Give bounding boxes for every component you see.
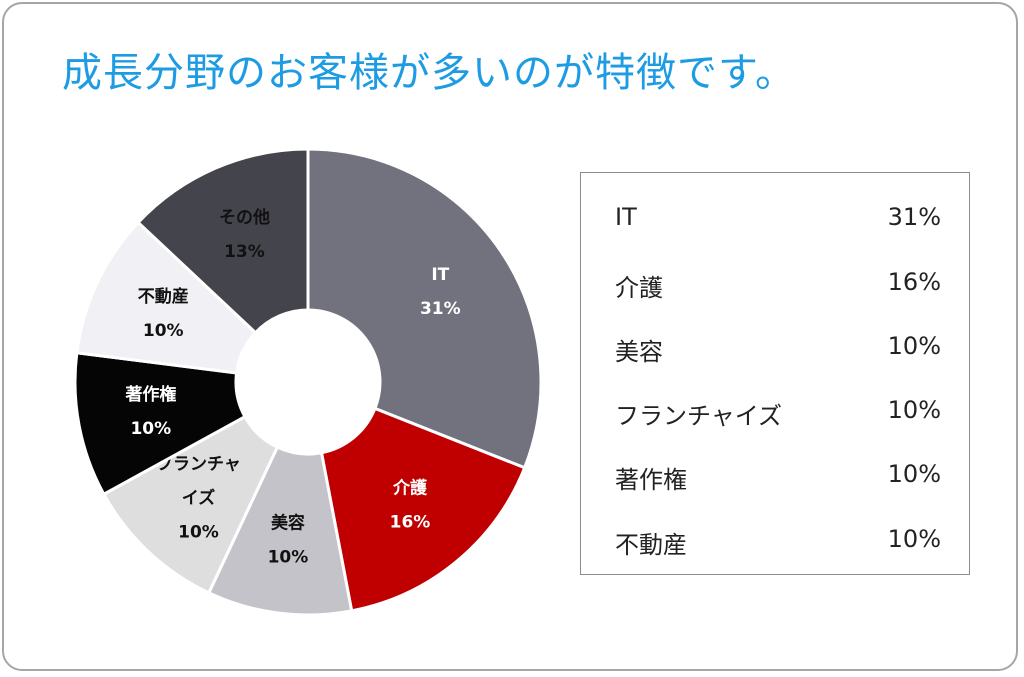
pie-slice [136,147,310,335]
legend-value: 10% [887,396,941,424]
slice-category-label: その他 [219,207,270,228]
legend-table: IT 31% 介護 16% 美容 10% フランチャイズ 10% 著作権 10%… [580,172,970,575]
slice-value-label: 13% [224,242,265,262]
pie-slice [306,147,543,470]
legend-label: 美容 [615,338,663,366]
slice-value-label: 16% [390,512,431,532]
legend-row: 美容 10% [581,332,969,372]
slice-category-label: IT [431,265,449,285]
legend-value: 10% [887,332,941,360]
pie-slice [73,351,247,497]
legend-value: 10% [887,525,941,553]
slice-value-label: 10% [130,419,171,439]
slice-category-label: 美容 [271,513,305,534]
pie-slice [75,220,258,375]
legend-label: 介護 [615,274,663,302]
legend-row: フランチャイズ 10% [581,396,969,436]
legend-row: 著作権 10% [581,460,969,500]
legend-label: 著作権 [615,466,687,494]
legend-value: 10% [887,460,941,488]
legend-row: IT 31% [581,203,969,243]
pie-slice [206,445,354,617]
legend-value: 31% [887,203,941,231]
slice-category-label: フランチャ [156,455,241,475]
page-title: 成長分野のお客様が多いのが特徴です。 [62,50,796,96]
legend-value: 16% [887,268,941,296]
legend-label: 不動産 [615,531,687,559]
legend-row: 不動産 10% [581,525,969,565]
slice-value-label: 31% [420,299,461,319]
legend-label: IT [615,203,637,231]
slice-value-label: 10% [268,548,309,568]
legend-label: フランチャイズ [615,402,783,430]
slice-value-label: 10% [143,321,184,341]
slice-category-label: 介護 [392,477,428,498]
slice-category-label: 不動産 [138,286,189,307]
pie-slice [101,414,280,595]
slice-category-label: 著作権 [125,384,176,405]
pie-slice [319,406,527,613]
slice-category-label: イズ [182,488,216,509]
legend-row: 介護 16% [581,268,969,308]
slice-value-label: 10% [178,523,219,543]
